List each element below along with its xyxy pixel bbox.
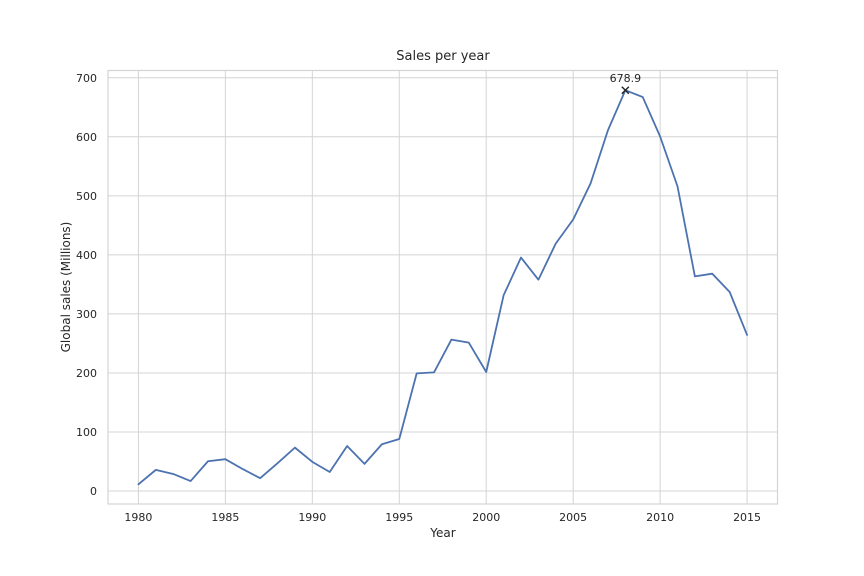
x-axis-label: Year (430, 526, 456, 540)
x-tick-label: 1985 (211, 511, 239, 524)
x-tick-label: 1980 (124, 511, 152, 524)
x-tick-label: 1995 (385, 511, 413, 524)
plot-border (107, 69, 779, 505)
y-tick-label: 100 (76, 426, 97, 439)
x-tick-label: 2000 (472, 511, 500, 524)
y-tick-label: 600 (76, 131, 97, 144)
sales-line (137, 89, 748, 486)
y-tick-label: 700 (76, 72, 97, 85)
y-tick-label: 0 (90, 485, 97, 498)
peak-marker (621, 86, 630, 95)
peak-annotation: 678.9 (609, 72, 642, 86)
y-tick-label: 500 (76, 190, 97, 203)
x-tick-label: 1990 (298, 511, 326, 524)
x-tick-label: 2015 (733, 511, 761, 524)
y-tick-label: 200 (76, 367, 97, 380)
y-tick-label: 400 (76, 249, 97, 262)
chart-title: Sales per year (396, 49, 490, 64)
y-axis-label: Global sales (Millions) (59, 221, 73, 353)
x-tick-label: 2010 (646, 511, 674, 524)
x-tick-label: 2005 (559, 511, 587, 524)
y-tick-label: 300 (76, 308, 97, 321)
